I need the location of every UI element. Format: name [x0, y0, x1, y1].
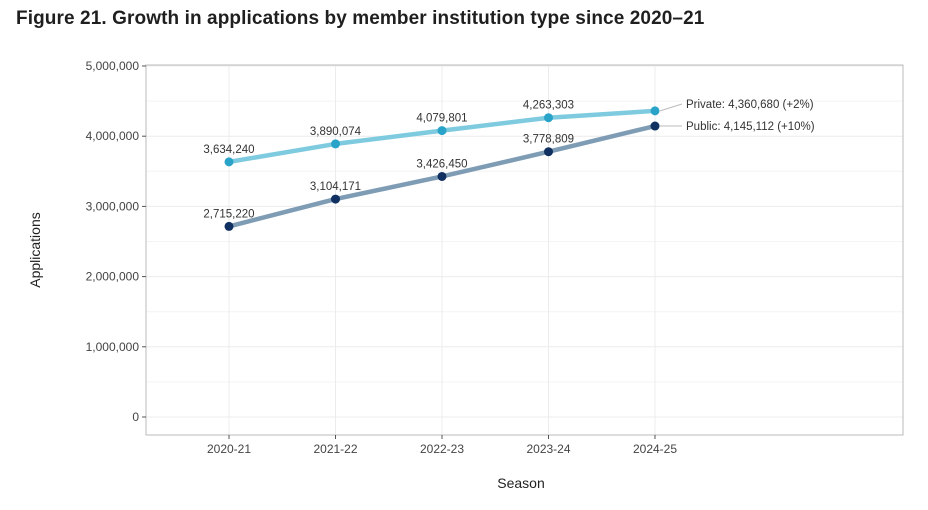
public-data-point — [331, 194, 340, 204]
figure-title: Figure 21. Growth in applications by mem… — [16, 8, 705, 29]
y-tick-label: 4,000,000 — [86, 129, 140, 143]
public-data-point — [224, 221, 234, 231]
grid-layer — [146, 65, 903, 435]
y-tick-label: 0 — [132, 410, 139, 424]
y-tick-label: 5,000,000 — [86, 59, 140, 73]
y-tick-label: 2,000,000 — [86, 270, 140, 284]
private-leader-line — [659, 103, 683, 112]
x-tick-label: 2020-21 — [207, 442, 251, 456]
public-data-label: 2,715,220 — [203, 208, 254, 220]
private-data-point — [544, 113, 553, 123]
x-tick-label: 2023-24 — [526, 442, 570, 456]
label-layer: 3,634,240 3,890,074 4,079,801 4,263,303 2,71… — [203, 99, 814, 220]
series-layer — [224, 106, 660, 231]
x-tick-label: 2024-25 — [633, 442, 677, 456]
public-end-label: Public: 4,145,112 (+10%) — [686, 121, 815, 133]
public-data-label: 3,778,809 — [523, 134, 574, 146]
x-tick-label: 2021-22 — [313, 442, 357, 456]
private-data-point — [331, 139, 340, 149]
private-data-label: 4,263,303 — [523, 100, 574, 112]
y-axis-title: Applications — [27, 212, 43, 288]
private-data-point — [650, 106, 660, 116]
y-tick-label: 1,000,000 — [86, 340, 140, 354]
private-end-label: Private: 4,360,680 (+2%) — [686, 99, 814, 111]
public-data-label: 3,104,171 — [310, 181, 361, 193]
public-data-point — [650, 121, 660, 131]
y-tick-label: 3,000,000 — [86, 199, 140, 213]
private-data-label: 3,890,074 — [310, 126, 362, 138]
private-data-point — [437, 126, 447, 136]
plot-panel — [145, 64, 904, 436]
public-data-point — [544, 147, 553, 157]
public-data-label: 3,426,450 — [416, 158, 467, 170]
public-data-point — [437, 171, 447, 181]
x-tick-label: 2022-23 — [420, 442, 464, 456]
private-data-label: 3,634,240 — [203, 144, 254, 156]
private-data-point — [224, 157, 234, 167]
x-axis-title: Season — [497, 475, 544, 491]
axis-layer: 0 1,000,000 2,000,000 3,000,000 4,000,000 5,0… — [86, 59, 678, 456]
private-data-label: 4,079,801 — [416, 113, 467, 125]
